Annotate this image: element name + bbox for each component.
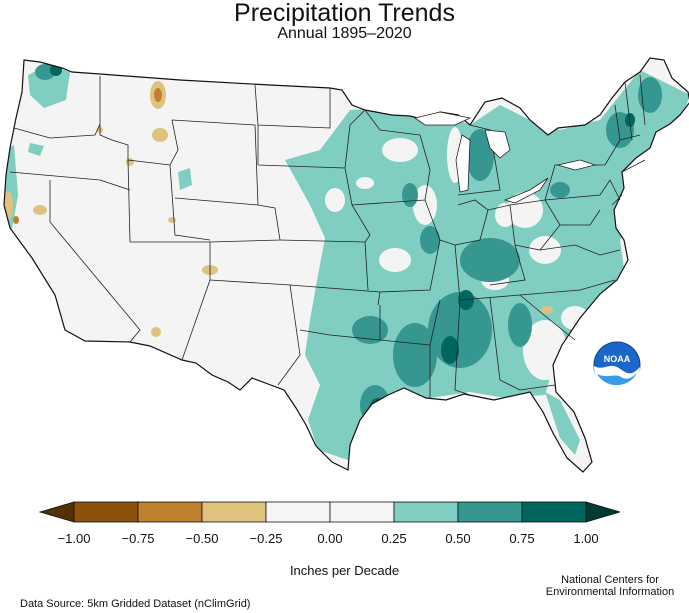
- colorbar-tick-label: 0.00: [317, 531, 342, 546]
- agency-credit-line1: National Centers for: [561, 574, 659, 586]
- colorbar-bin: [265, 501, 331, 523]
- noaa-logo-text: NOAA: [604, 354, 631, 364]
- colorbar-tick-label: −1.00: [58, 531, 91, 546]
- colorbar-tick-label: −0.25: [250, 531, 283, 546]
- map-subtitle: Annual 1895–2020: [277, 25, 412, 42]
- colorbar-bin: [521, 501, 587, 523]
- colorbar-tick-label: 0.75: [509, 531, 534, 546]
- colorbar-tick-label: 0.25: [381, 531, 406, 546]
- colorbar-bin: [393, 501, 459, 523]
- colorbar-arrow-high: [585, 501, 620, 523]
- map-title: Precipitation Trends: [234, 0, 455, 27]
- colorbar-bin: [457, 501, 523, 523]
- colorbar-tick-label: −0.75: [122, 531, 155, 546]
- colorbar: −1.00 −0.75 −0.50 −0.25 0.00 0.25 0.50 0.75 1.00: [38, 501, 620, 546]
- colorbar-unit-label: Inches per Decade: [289, 563, 400, 578]
- colorbar-bin: [137, 501, 203, 523]
- noaa-logo: NOAA: [593, 341, 641, 389]
- agency-credit: National Centers for Environmental Infor…: [545, 574, 675, 598]
- colorbar-bin: [201, 501, 267, 523]
- colorbar-tick-label: 0.50: [445, 531, 470, 546]
- state-boundaries: [9, 74, 646, 398]
- agency-credit-line2: Environmental Information: [545, 586, 675, 598]
- colorbar-arrow-low: [38, 501, 75, 523]
- us-precipitation-map: [3, 57, 689, 473]
- data-source-note: Data Source: 5km Gridded Dataset (nClimG…: [20, 598, 251, 610]
- colorbar-bin: [329, 501, 395, 523]
- colorbar-bin: [73, 501, 139, 523]
- trend-shading: [4, 58, 689, 472]
- great-lakes: [414, 111, 597, 204]
- colorbar-tick-label: 1.00: [573, 531, 598, 546]
- colorbar-tick-label: −0.50: [186, 531, 219, 546]
